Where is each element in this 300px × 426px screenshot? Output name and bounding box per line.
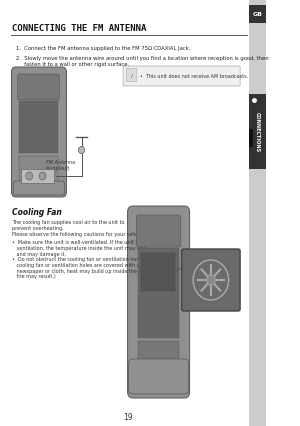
Text: i: i [131, 73, 132, 78]
FancyBboxPatch shape [18, 75, 59, 101]
Circle shape [39, 173, 46, 181]
FancyBboxPatch shape [123, 67, 240, 87]
Text: •  This unit does not receive AM broadcasts.: • This unit does not receive AM broadcas… [140, 74, 248, 79]
FancyBboxPatch shape [128, 207, 190, 398]
FancyBboxPatch shape [126, 69, 137, 82]
FancyBboxPatch shape [20, 102, 58, 154]
FancyBboxPatch shape [128, 359, 189, 394]
FancyBboxPatch shape [13, 181, 65, 196]
Circle shape [206, 275, 215, 285]
Text: FM Antenna
(supplied): FM Antenna (supplied) [46, 160, 75, 170]
Text: The cooling fan supplies cool air to the unit to
prevent overheating.
Please obs: The cooling fan supplies cool air to the… [11, 219, 142, 236]
Text: •  Make sure the unit is well-ventilated. If the unit has poor
   ventilation, t: • Make sure the unit is well-ventilated.… [11, 239, 156, 256]
FancyBboxPatch shape [249, 6, 266, 24]
Text: CONNECTING THE FM ANTENNA: CONNECTING THE FM ANTENNA [11, 24, 146, 33]
FancyBboxPatch shape [136, 216, 181, 248]
Text: 1.  Connect the FM antenna supplied to the FM 75Ω COAXIAL Jack.: 1. Connect the FM antenna supplied to th… [16, 46, 190, 51]
FancyBboxPatch shape [182, 249, 240, 311]
FancyBboxPatch shape [249, 130, 253, 148]
Text: 2.  Slowly move the antenna wire around until you find a location where receptio: 2. Slowly move the antenna wire around u… [16, 56, 269, 66]
Text: 19: 19 [124, 412, 133, 421]
FancyBboxPatch shape [249, 95, 266, 170]
FancyBboxPatch shape [138, 341, 179, 371]
FancyBboxPatch shape [11, 68, 67, 198]
FancyBboxPatch shape [21, 170, 54, 184]
Text: Cooling Fan: Cooling Fan [11, 207, 61, 216]
FancyBboxPatch shape [141, 253, 175, 291]
Circle shape [26, 173, 33, 181]
Text: •  Do not obstruct the cooling fan or ventilation holes. (If the
   cooling fan : • Do not obstruct the cooling fan or ven… [11, 256, 161, 279]
Circle shape [78, 147, 85, 154]
FancyBboxPatch shape [138, 248, 179, 338]
FancyBboxPatch shape [20, 157, 58, 187]
Text: GB: GB [252, 12, 262, 17]
Text: CONNECTIONS: CONNECTIONS [255, 112, 260, 152]
FancyBboxPatch shape [249, 0, 266, 426]
